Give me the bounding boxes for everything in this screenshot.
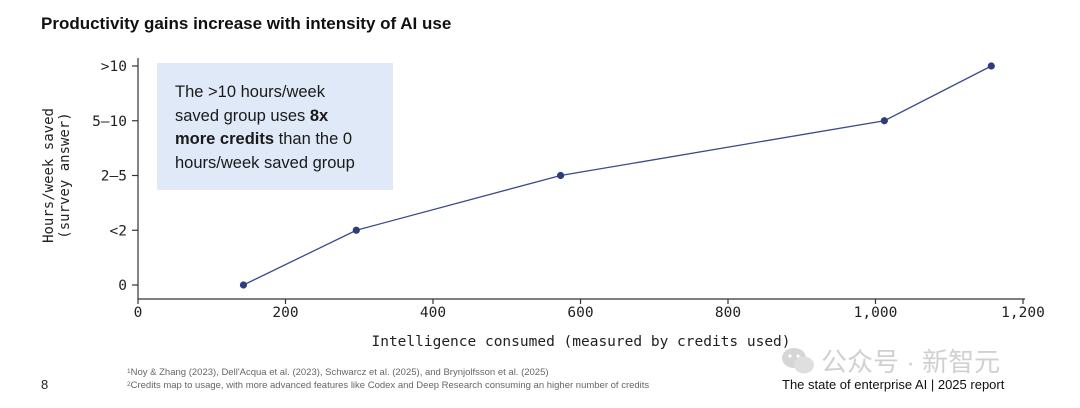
callout-emphasis: more credits: [175, 130, 275, 148]
watermark-text: 公众号 · 新智元: [821, 347, 1001, 377]
y-tick-label: 0: [118, 278, 127, 294]
callout-text: saved group uses: [175, 106, 310, 125]
y-tick-label: 5–10: [92, 114, 127, 130]
callout-box: The >10 hours/week saved group uses 8x m…: [157, 63, 393, 190]
x-tick-label: 800: [715, 305, 741, 321]
watermark: 公众号 · 新智元: [781, 342, 1000, 379]
callout-line-2: saved group uses 8x: [175, 105, 379, 129]
footnote-text: Credits map to usage, with more advanced…: [130, 380, 650, 391]
callout-text: than the 0: [274, 130, 353, 148]
page-number: 8: [41, 377, 49, 392]
data-point: [987, 62, 995, 70]
callout-emphasis: 8x: [309, 106, 329, 125]
y-tick-labels: 0 <2 2–5 5–10 >10: [92, 59, 138, 294]
data-point: [556, 171, 565, 180]
footnote-1: 1Noy & Zhang (2023), Dell'Acqua et al. (…: [127, 366, 649, 379]
callout-line-4: hours/week saved group: [175, 153, 355, 172]
series-points: [239, 62, 995, 289]
data-point: [880, 117, 888, 125]
footnote-2: 2Credits map to usage, with more advance…: [127, 379, 649, 392]
x-tick-label: 0: [134, 305, 143, 321]
data-point: [239, 281, 248, 289]
x-tick-label: 400: [420, 305, 446, 321]
wechat-icon: [782, 347, 814, 373]
callout-line-3: more credits than the 0: [175, 128, 379, 152]
x-tick-label: 600: [567, 305, 593, 321]
x-tick-label: 200: [272, 305, 298, 321]
callout-line-1: The >10 hours/week: [175, 83, 325, 101]
footnote-text: Noy & Zhang (2023), Dell'Acqua et al. (2…: [130, 367, 549, 378]
x-tick-label: 1,000: [854, 305, 898, 321]
y-tick-label: >10: [101, 59, 127, 75]
y-tick-label: <2: [110, 223, 127, 239]
x-axis-label: Intelligence consumed (measured by credi…: [371, 334, 790, 350]
y-axis-label-line: (survey answer): [57, 112, 73, 238]
y-axis-label-line: Hours/week saved: [41, 108, 57, 243]
chart-title: Productivity gains increase with intensi…: [41, 14, 452, 33]
x-tick-labels: 0 200 400 600 800 1,000 1,200: [134, 299, 1045, 321]
footnote-mark: 1: [127, 368, 131, 375]
footnote-mark: 2: [127, 381, 131, 388]
data-point: [352, 226, 360, 234]
footnotes: 1Noy & Zhang (2023), Dell'Acqua et al. (…: [127, 366, 649, 392]
report-footer: The state of enterprise AI | 2025 report: [782, 377, 1005, 392]
y-axis-label: Hours/week saved (survey answer): [41, 108, 73, 243]
x-tick-label: 1,200: [1001, 305, 1045, 321]
y-tick-label: 2–5: [101, 169, 127, 185]
